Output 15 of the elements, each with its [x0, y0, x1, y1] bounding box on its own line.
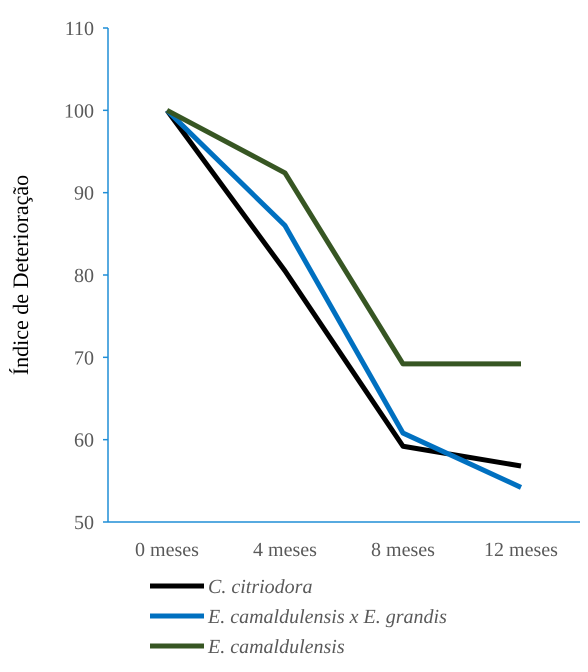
- x-tick-label: 0 meses: [135, 539, 200, 561]
- legend-label: E. camaldulensis: [207, 636, 345, 658]
- y-tick-label: 50: [74, 512, 94, 534]
- y-tick-label: 90: [74, 182, 94, 205]
- y-tick-label: 70: [74, 347, 94, 370]
- y-tick-label: 80: [74, 265, 94, 287]
- y-tick-label: 60: [74, 430, 94, 452]
- y-axis-title: Índice de Deterioração: [8, 174, 33, 376]
- legend-label: E. camaldulensis x E. grandis: [207, 606, 448, 628]
- y-tick-label: 110: [64, 18, 94, 40]
- y-tick-label: 100: [64, 100, 94, 122]
- x-tick-label: 8 meses: [371, 539, 436, 561]
- x-tick-label: 12 meses: [484, 539, 558, 561]
- x-tick-label: 4 meses: [253, 539, 318, 561]
- legend-label: C. citriodora: [208, 576, 312, 598]
